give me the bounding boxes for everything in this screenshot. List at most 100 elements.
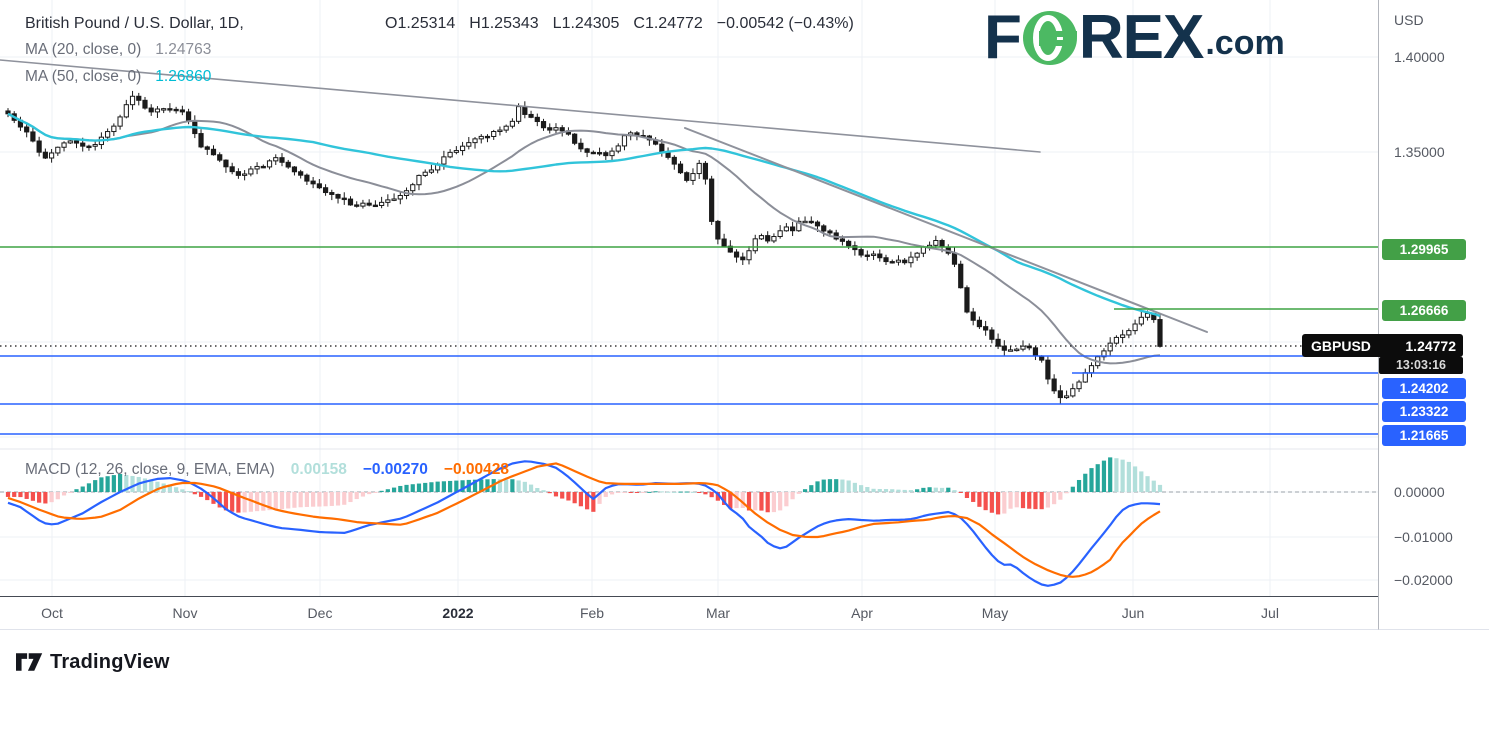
macd-histogram-bar	[964, 492, 970, 498]
candle	[578, 142, 584, 150]
time-axis-year-label[interactable]: 2022	[442, 605, 474, 621]
macd-histogram-bar	[261, 492, 266, 511]
axis-currency-label: USD	[1394, 12, 1424, 28]
ma20-line	[7, 112, 1161, 365]
time-axis-month-label[interactable]: Mar	[705, 605, 731, 621]
candle	[1045, 359, 1051, 380]
candle	[322, 187, 329, 194]
candle	[746, 250, 752, 261]
macd-histogram-bar	[684, 491, 689, 493]
time-axis-month-label[interactable]: May	[981, 605, 1009, 621]
time-axis-month-label[interactable]: Oct	[41, 605, 63, 621]
macd-histogram-bar	[441, 481, 446, 492]
macd-histogram-bar	[192, 492, 197, 495]
candle	[547, 127, 553, 131]
macd-histogram-bar	[790, 492, 795, 500]
candle	[105, 131, 111, 138]
ma20-value: 1.24763	[155, 41, 212, 58]
tradingview-attribution[interactable]: TradingView	[16, 650, 170, 674]
candle	[1126, 330, 1132, 336]
ma20-label: MA (20, close, 0)	[25, 41, 142, 58]
macd-histogram-bar	[1045, 492, 1051, 508]
time-axis[interactable]: Oct Nov Dec 2022 Feb Mar Apr May Jun Jul	[0, 596, 1378, 630]
macd-histogram-bar	[435, 481, 440, 492]
macd-histogram-bar	[516, 480, 521, 492]
macd-histogram-bar	[273, 492, 278, 510]
macd-legend[interactable]: MACD (12, 26, close, 9, EMA, EMA) 0.00158…	[25, 461, 509, 479]
current-price-time: 13:03:16	[1379, 357, 1463, 374]
macd-histogram-bar	[591, 492, 596, 512]
candle	[528, 113, 534, 118]
candle	[559, 127, 565, 132]
macd-histogram-bar	[616, 492, 621, 493]
candle	[385, 199, 391, 203]
macd-histogram-bar	[117, 474, 123, 492]
macd-histogram-bar	[1008, 492, 1013, 509]
macd-histogram-bar	[703, 492, 708, 495]
candle	[316, 183, 322, 189]
macd-histogram-bar	[809, 485, 814, 492]
macd-histogram-bar	[385, 489, 390, 492]
macd-histogram-bar	[497, 479, 503, 492]
macd-histogram-bar	[254, 492, 260, 512]
macd-histogram-bar	[572, 492, 577, 504]
macd-histogram-bar	[304, 492, 309, 507]
ohlc-high: H1.25343	[469, 15, 539, 32]
macd-histogram-bar	[753, 492, 758, 511]
macd-histogram-bar	[329, 492, 334, 506]
tradingview-logo-icon	[16, 653, 43, 671]
macd-histogram-bar	[124, 474, 129, 492]
candle	[173, 108, 179, 112]
time-axis-month-label[interactable]: Jul	[1261, 605, 1279, 621]
macd-histogram-bar	[927, 487, 932, 492]
macd-histogram-bar	[989, 492, 994, 513]
macd-histogram-bar	[93, 480, 98, 492]
time-axis-month-label[interactable]: Apr	[851, 605, 873, 621]
candle	[1113, 336, 1120, 344]
candle	[1063, 395, 1070, 399]
price-axis[interactable]: USD 1.40000 1.35000 0.00000 −0.01000 −0.0200…	[1378, 0, 1489, 630]
candle	[721, 238, 727, 247]
macd-histogram-bar	[74, 489, 79, 492]
candle	[677, 163, 684, 174]
macd-histogram-bar	[1033, 492, 1038, 510]
macd-histogram-bar	[1070, 486, 1075, 492]
forex-logo-letters-rex: REX	[1078, 3, 1204, 72]
macd-hist-value: 0.00158	[290, 461, 347, 478]
macd-histogram-bar	[423, 482, 428, 492]
candle	[92, 144, 98, 147]
macd-histogram-bar	[49, 492, 54, 503]
macd-histogram-bar	[504, 479, 509, 492]
macd-axis-label: −0.01000	[1394, 529, 1453, 545]
candle	[808, 220, 814, 224]
macd-histogram-bar	[342, 492, 347, 505]
ma20-legend[interactable]: MA (20, close, 0) 1.24763	[25, 41, 211, 59]
candle	[1144, 313, 1151, 318]
candle	[478, 135, 484, 140]
macd-histogram-bar	[5, 492, 11, 497]
macd-histogram-bar	[416, 483, 422, 492]
candle	[615, 145, 621, 152]
macd-histogram-bar	[130, 475, 135, 492]
macd-histogram-bar	[815, 481, 820, 492]
macd-histogram-bar	[205, 492, 210, 501]
time-axis-month-label[interactable]: Feb	[579, 605, 605, 621]
macd-histogram-bar	[522, 481, 527, 492]
macd-histogram-bar	[335, 492, 341, 506]
candle	[266, 160, 273, 168]
symbol-title[interactable]: British Pound / U.S. Dollar, 1D,	[25, 15, 244, 32]
candle	[67, 140, 73, 144]
macd-histogram-bar	[279, 492, 285, 510]
macd-histogram-bar	[99, 477, 104, 492]
macd-histogram-bar	[734, 492, 739, 509]
time-axis-month-label[interactable]: Jun	[1121, 605, 1145, 621]
price-macd-chart[interactable]	[0, 0, 1378, 630]
time-axis-month-label[interactable]: Dec	[307, 605, 333, 621]
macd-histogram-bar	[678, 491, 683, 493]
ohlc-open: O1.25314	[385, 15, 456, 32]
ma50-legend[interactable]: MA (50, close, 0) 1.26860	[25, 68, 211, 86]
time-axis-month-label[interactable]: Nov	[172, 605, 198, 621]
macd-histogram-bar	[939, 487, 945, 492]
candle	[590, 151, 596, 155]
candle	[516, 106, 522, 122]
